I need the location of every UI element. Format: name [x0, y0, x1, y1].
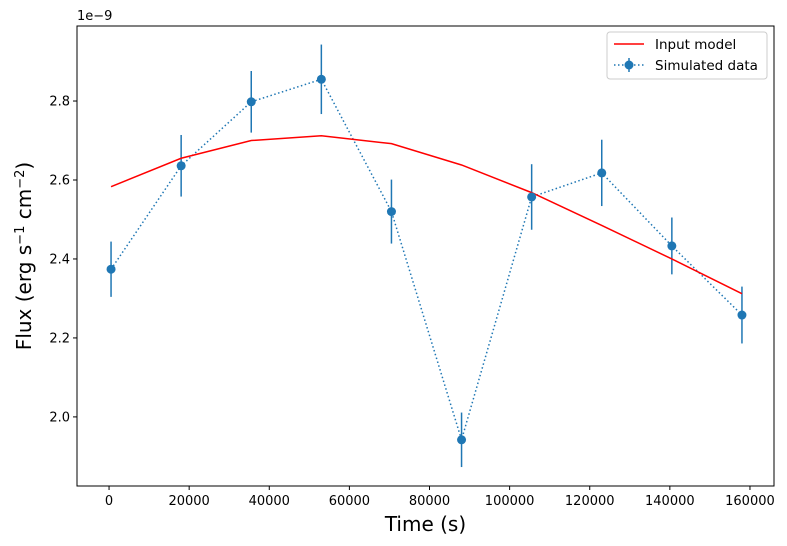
y-tick-label: 2.6 [49, 173, 70, 188]
plot-area [106, 44, 747, 468]
y-tick-label: 2.8 [49, 95, 70, 110]
legend-simulated-data-swatch-marker [624, 60, 634, 70]
y-tick-label: 2.0 [49, 410, 70, 425]
legend: Input model Simulated data [606, 31, 768, 80]
y-axis: 2.0 2.2 2.4 2.6 2.8 [49, 95, 77, 425]
x-axis: 0 20000 40000 60000 80000 100000 120000 140000 1… [105, 486, 775, 509]
x-tick-label: 40000 [249, 494, 290, 509]
simulated-data-point [527, 192, 537, 202]
y-axis-title: Flux (erg s−1 cm−2) [12, 162, 36, 350]
simulated-data-point [597, 168, 607, 178]
x-tick-label: 100000 [485, 494, 535, 509]
x-tick-label: 120000 [565, 494, 615, 509]
x-tick-label: 0 [105, 494, 113, 509]
legend-box [606, 31, 768, 80]
simulated-data-point [457, 435, 467, 445]
simulated-data-point [667, 241, 677, 251]
x-tick-label: 140000 [645, 494, 695, 509]
x-axis-title: Time (s) [384, 512, 466, 536]
input-model-line [110, 135, 743, 295]
simulated-data-point [316, 74, 326, 84]
legend-simulated-data-label: Simulated data [655, 58, 758, 74]
y-tick-label: 2.2 [49, 331, 70, 346]
simulated-data-point [106, 264, 116, 274]
simulated-data-point [246, 97, 256, 107]
x-tick-label: 80000 [409, 494, 450, 509]
simulated-data-line [110, 78, 743, 443]
x-tick-label: 20000 [168, 494, 209, 509]
y-tick-label: 2.4 [49, 252, 70, 267]
y-offset-label: 1e−9 [77, 9, 112, 24]
plot-frame [76, 25, 775, 487]
simulated-data-point [737, 310, 747, 320]
simulated-data-point [386, 207, 396, 217]
legend-input-model-label: Input model [655, 37, 736, 53]
simulated-data-point [176, 161, 186, 171]
x-tick-label: 160000 [725, 494, 775, 509]
x-tick-label: 60000 [329, 494, 370, 509]
